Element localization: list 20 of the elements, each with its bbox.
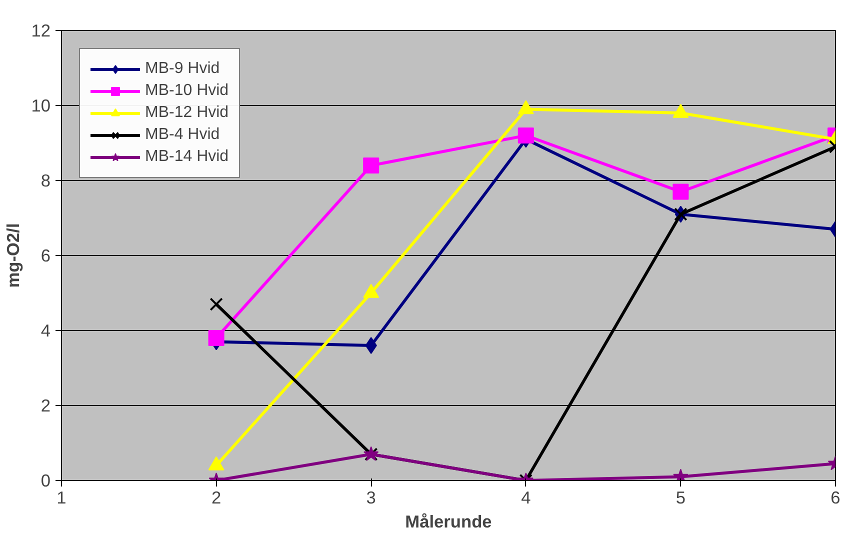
y-tick-label: 0 [40, 470, 51, 490]
legend-label: MB-4 Hvid [145, 126, 220, 144]
legend-label: MB-9 Hvid [145, 60, 220, 78]
y-tick-label: 6 [40, 246, 51, 266]
y-tick-label: 10 [31, 96, 51, 116]
y-tick-label: 2 [40, 396, 51, 416]
x-tick-label: 6 [830, 488, 840, 508]
y-tick-label: 4 [40, 320, 51, 340]
x-tick-label: 5 [676, 488, 686, 508]
x-tick-label: 3 [366, 488, 376, 508]
x-tick-label: 1 [56, 488, 66, 508]
y-tick-label: 12 [31, 20, 51, 40]
legend-label: MB-12 Hvid [145, 104, 229, 122]
x-tick-label: 2 [211, 488, 222, 508]
x-axis-title: Målerunde [405, 512, 492, 532]
x-tick-label: 4 [521, 488, 532, 508]
y-tick-label: 8 [40, 170, 51, 190]
legend-label: MB-14 Hvid [145, 148, 229, 166]
legend-label: MB-10 Hvid [145, 82, 229, 100]
y-axis-title: mg-O2/l [3, 223, 24, 288]
